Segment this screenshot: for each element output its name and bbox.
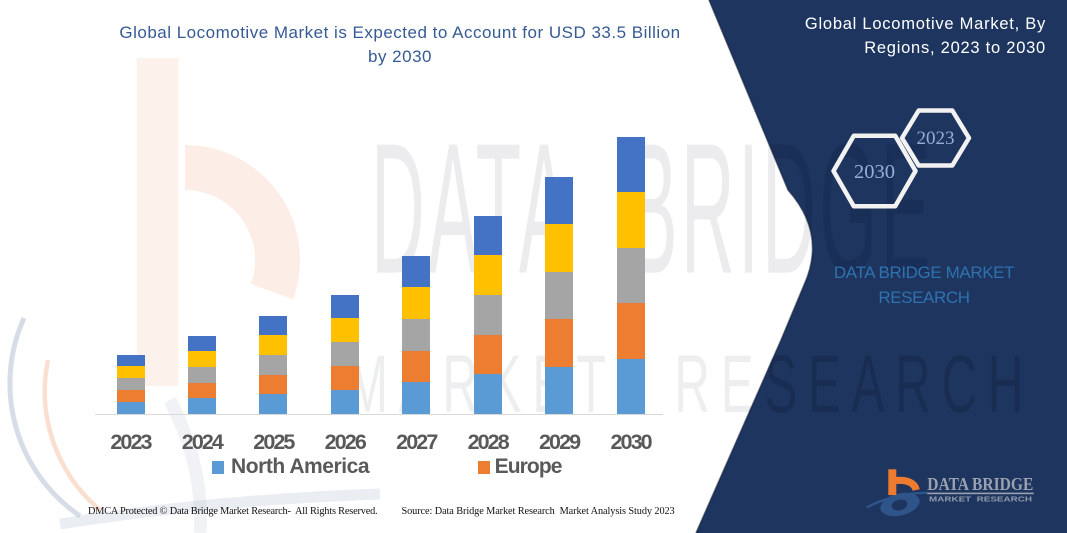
svg-text:2030: 2030 [854, 161, 895, 183]
svg-text:2023: 2023 [917, 128, 955, 149]
svg-text:DATA BRIDGE: DATA BRIDGE [927, 474, 1033, 494]
svg-text:MARKET RESEARCH: MARKET RESEARCH [929, 497, 1032, 504]
